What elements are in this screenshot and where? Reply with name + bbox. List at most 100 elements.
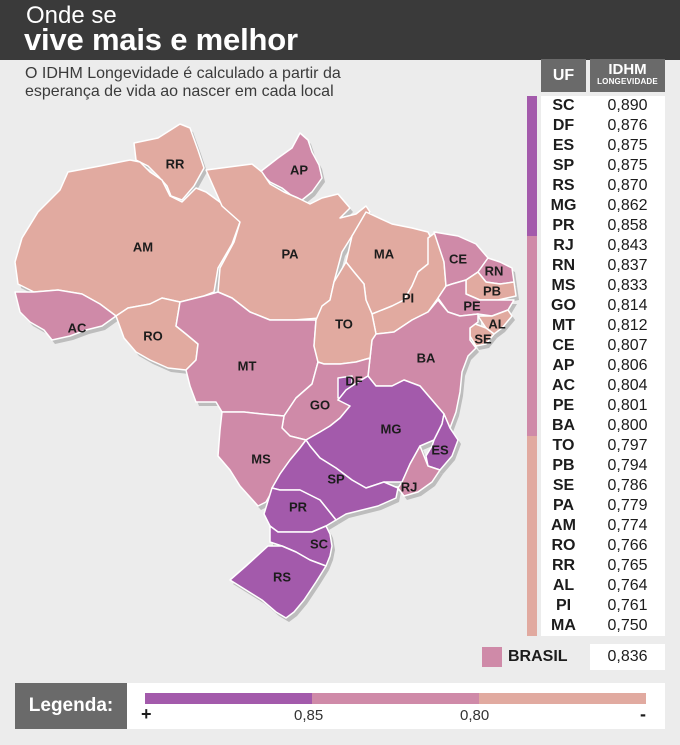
header-banner: Onde se vive mais e melhor: [0, 0, 680, 60]
table-header-idhm-label: IDHM: [608, 61, 647, 78]
legend-title: Legenda:: [15, 683, 127, 729]
state-label-pi: PI: [402, 290, 414, 305]
table-row: CE 0,807: [541, 336, 665, 356]
row-value: 0,876: [607, 117, 648, 134]
state-label-go: GO: [310, 397, 330, 412]
row-uf: MS: [551, 277, 576, 294]
row-value: 0,797: [607, 437, 648, 454]
state-rj: [397, 445, 441, 497]
table-row: AM 0,774: [541, 516, 665, 536]
row-uf: SP: [552, 157, 575, 174]
state-label-sc: SC: [310, 536, 329, 551]
row-value: 0,814: [607, 297, 648, 314]
subtitle-line-2: esperança de vida ao nascer em cada loca…: [25, 83, 334, 100]
state-label-pa: PA: [281, 246, 299, 261]
legend-bar-mid: [312, 693, 479, 704]
row-uf: SE: [552, 477, 575, 494]
table-row: AC 0,804: [541, 376, 665, 396]
table-row: TO 0,797: [541, 436, 665, 456]
state-label-se: SE: [474, 331, 492, 346]
state-ac: [14, 289, 117, 341]
state-label-rj: RJ: [401, 479, 418, 494]
brasil-label: BRASIL: [508, 648, 568, 665]
table-header-idhm: IDHM LONGEVIDADE: [590, 59, 665, 92]
tier-band-low: [527, 436, 537, 636]
row-value: 0,833: [607, 277, 648, 294]
title-line-2: vive mais e melhor: [24, 22, 298, 57]
state-label-rn: RN: [485, 263, 504, 278]
row-value: 0,870: [607, 177, 648, 194]
state-label-es: ES: [431, 442, 449, 457]
row-uf: GO: [551, 297, 576, 314]
state-label-sp: SP: [327, 471, 345, 486]
row-value: 0,800: [607, 417, 648, 434]
row-uf: AP: [552, 357, 575, 374]
row-uf: RS: [552, 177, 575, 194]
state-label-pr: PR: [289, 499, 308, 514]
table-row: AP 0,806: [541, 356, 665, 376]
row-uf: TO: [552, 437, 575, 454]
state-label-mg: MG: [381, 421, 402, 436]
row-value: 0,765: [607, 557, 648, 574]
row-value: 0,779: [607, 497, 648, 514]
table-row: MG 0,862: [541, 196, 665, 216]
legend-bar-low: [479, 693, 646, 704]
state-label-al: AL: [488, 316, 505, 331]
table-row: PR 0,858: [541, 216, 665, 236]
table-row: GO 0,814: [541, 296, 665, 316]
row-value: 0,764: [607, 577, 648, 594]
state-label-ba: BA: [417, 350, 436, 365]
state-label-ce: CE: [449, 251, 467, 266]
row-uf: RR: [551, 557, 576, 574]
row-uf: DF: [552, 117, 575, 134]
row-uf: PI: [555, 597, 572, 614]
row-value: 0,761: [607, 597, 648, 614]
table-row: PA 0,779: [541, 496, 665, 516]
legend-plus: +: [141, 704, 152, 724]
table-row: MS 0,833: [541, 276, 665, 296]
state-label-rs: RS: [273, 569, 291, 584]
state-rr: [133, 123, 205, 201]
table-row: SC 0,890: [541, 96, 665, 116]
row-value: 0,807: [607, 337, 648, 354]
row-uf: AC: [551, 377, 576, 394]
state-label-ro: RO: [143, 328, 163, 343]
tier-band-mid: [527, 236, 537, 436]
row-value: 0,801: [607, 397, 648, 414]
state-label-rr: RR: [166, 156, 185, 171]
row-value: 0,858: [607, 217, 648, 234]
brasil-swatch: [482, 647, 502, 667]
table-row: PE 0,801: [541, 396, 665, 416]
row-uf: SC: [552, 97, 575, 114]
legend-tick-085: 0,85: [294, 707, 324, 724]
row-uf: RJ: [553, 237, 574, 254]
row-value: 0,875: [607, 157, 648, 174]
tier-band-high: [527, 96, 537, 236]
row-value: 0,806: [607, 357, 648, 374]
row-uf: PB: [552, 457, 575, 474]
state-label-pe: PE: [463, 298, 481, 313]
row-uf: AM: [551, 517, 576, 534]
table-row: MT 0,812: [541, 316, 665, 336]
state-label-df: DF: [345, 373, 362, 388]
table-row: PB 0,794: [541, 456, 665, 476]
subtitle: O IDHM Longevidade é calculado a partir …: [25, 65, 445, 101]
title-line-1: Onde se: [26, 2, 117, 29]
table-row: SP 0,875: [541, 156, 665, 176]
table-row: SE 0,786: [541, 476, 665, 496]
row-value: 0,862: [607, 197, 648, 214]
legend-minus: -: [640, 704, 646, 724]
map-states: [14, 123, 517, 619]
row-value: 0,843: [607, 237, 648, 254]
row-uf: ES: [552, 137, 575, 154]
table-row: MA 0,750: [541, 616, 665, 636]
table-row: RS 0,870: [541, 176, 665, 196]
table-row: ES 0,875: [541, 136, 665, 156]
table-row: DF 0,876: [541, 116, 665, 136]
state-label-ms: MS: [251, 451, 271, 466]
state-label-mt: MT: [238, 358, 257, 373]
state-label-pb: PB: [483, 283, 501, 298]
row-uf: RN: [551, 257, 576, 274]
state-sp: [271, 439, 399, 521]
